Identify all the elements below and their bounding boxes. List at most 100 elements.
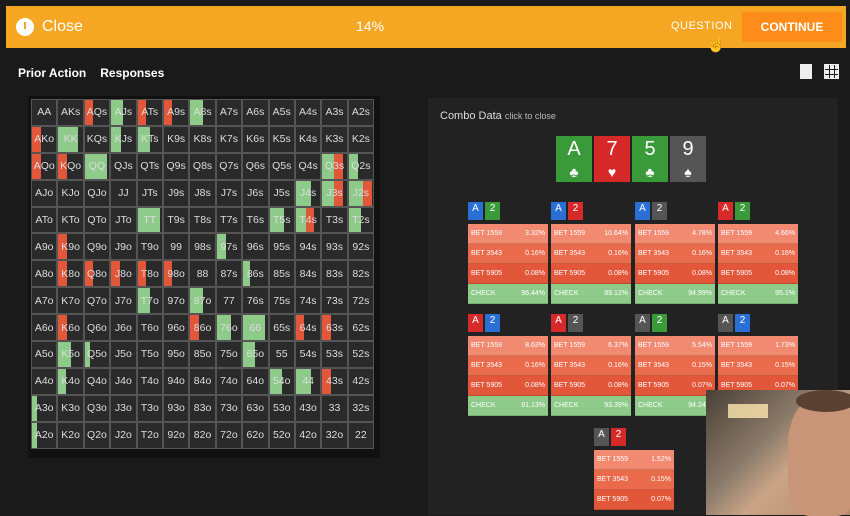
hand-cell[interactable]: A7s (215, 99, 243, 126)
hand-cell[interactable]: KTs (136, 125, 163, 153)
hand-cell[interactable]: A6o (31, 314, 58, 342)
hand-cell[interactable]: 55 (268, 341, 295, 368)
hand-cell[interactable]: AKs (57, 99, 84, 126)
hand-cell[interactable]: 84o (189, 367, 216, 395)
hand-cell[interactable]: 98o (162, 260, 190, 288)
hand-cell[interactable]: Q9o (83, 233, 111, 261)
hand-cell[interactable]: J6o (110, 314, 137, 342)
question-button[interactable]: QUESTION (671, 20, 733, 32)
hand-cell[interactable]: A5s (268, 99, 295, 126)
hand-cell[interactable]: ATo (31, 206, 58, 234)
hand-cell[interactable]: 43s (321, 367, 348, 395)
hand-cell[interactable]: T5s (268, 206, 295, 234)
hand-cell[interactable]: AJs (110, 99, 137, 126)
hand-cell[interactable]: 63o (242, 394, 269, 422)
hand-cell[interactable]: A5o (31, 341, 58, 368)
hand-cell[interactable]: J4s (294, 179, 322, 207)
hand-cell[interactable]: A7o (31, 287, 58, 315)
hand-cell[interactable]: K2o (57, 421, 84, 449)
hand-cell[interactable]: T9s (162, 206, 190, 234)
hand-cell[interactable]: Q5o (83, 341, 111, 368)
hand-cell[interactable]: K8s (189, 125, 216, 153)
responses-tab[interactable]: Responses (100, 66, 165, 80)
hand-cell[interactable]: 42o (294, 421, 322, 449)
hand-cell[interactable]: 63s (321, 314, 348, 342)
hand-cell[interactable]: QTo (83, 206, 111, 234)
hand-cell[interactable]: Q5s (268, 152, 295, 180)
hand-cell[interactable]: KQs (83, 125, 111, 153)
continue-button[interactable]: CONTINUE (742, 12, 842, 42)
hand-cell[interactable]: T7o (136, 287, 163, 315)
hand-cell[interactable]: 73s (321, 287, 348, 315)
hand-cell[interactable]: KJo (57, 179, 84, 207)
hand-cell[interactable]: 82s (347, 260, 375, 288)
hand-cell[interactable]: Q8o (83, 260, 111, 288)
hand-cell[interactable]: J6s (242, 179, 269, 207)
hand-cell[interactable]: 73o (215, 394, 243, 422)
combo-data-title[interactable]: Combo Data click to close (440, 110, 556, 122)
hand-cell[interactable]: 85s (268, 260, 295, 288)
grid-icon[interactable] (824, 64, 839, 79)
combo-card[interactable]: A 2 BET 1559 1.52% BET 3543 0.15% BET 5905 0.07… (594, 428, 674, 510)
hand-cell[interactable]: K3o (57, 394, 84, 422)
combo-card[interactable]: A 2 BET 1559 6.37% BET 3543 0.16% BET 5905 0.08… (551, 314, 631, 416)
hand-cell[interactable]: 52o (268, 421, 295, 449)
hand-cell[interactable]: K4o (57, 367, 84, 395)
hand-cell[interactable]: 53s (321, 341, 348, 368)
hand-cell[interactable]: K2s (347, 125, 375, 153)
hand-cell[interactable]: Q7o (83, 287, 111, 315)
hand-cell[interactable]: Q6s (242, 152, 269, 180)
hand-cell[interactable]: A8o (31, 260, 58, 288)
hand-cell[interactable]: 95o (162, 341, 190, 368)
hand-cell[interactable]: J8o (110, 260, 137, 288)
hand-cell[interactable]: 97o (162, 287, 190, 315)
hand-cell[interactable]: 32s (347, 394, 375, 422)
hand-cell[interactable]: 99 (162, 233, 190, 261)
hand-cell[interactable]: 72s (347, 287, 375, 315)
hand-cell[interactable]: KTo (57, 206, 84, 234)
hand-cell[interactable]: Q2o (83, 421, 111, 449)
document-icon[interactable] (800, 64, 812, 79)
combo-card[interactable]: A 2 BET 1559 4.78% BET 3543 0.16% BET 5905 0.08… (635, 202, 715, 304)
hand-cell[interactable]: K9o (57, 233, 84, 261)
hand-cell[interactable]: JTo (110, 206, 137, 234)
hand-cell[interactable]: T4s (294, 206, 322, 234)
hand-cell[interactable]: T3o (136, 394, 163, 422)
hand-cell[interactable]: 93o (162, 394, 190, 422)
hand-cell[interactable]: T2s (347, 206, 375, 234)
hand-cell[interactable]: Q3o (83, 394, 111, 422)
hand-cell[interactable]: 86s (242, 260, 269, 288)
hand-cell[interactable]: 75s (268, 287, 295, 315)
hand-cell[interactable]: 94o (162, 367, 190, 395)
hand-cell[interactable]: Q3s (321, 152, 348, 180)
hand-cell[interactable]: 66 (242, 314, 269, 342)
hand-cell[interactable]: 74s (294, 287, 322, 315)
hand-cell[interactable]: QJo (83, 179, 111, 207)
hand-cell[interactable]: J3o (110, 394, 137, 422)
hand-cell[interactable]: Q4o (83, 367, 111, 395)
hand-cell[interactable]: KQo (57, 152, 84, 180)
hand-cell[interactable]: AQs (83, 99, 111, 126)
hand-cell[interactable]: AJo (31, 179, 58, 207)
hand-cell[interactable]: AQo (31, 152, 58, 180)
hand-cell[interactable]: Q2s (347, 152, 375, 180)
hand-cell[interactable]: 62o (242, 421, 269, 449)
hand-cell[interactable]: J2o (110, 421, 137, 449)
hand-cell[interactable]: 82o (189, 421, 216, 449)
hand-cell[interactable]: QTs (136, 152, 163, 180)
combo-card[interactable]: A 2 BET 1559 5.54% BET 3543 0.15% BET 5905 0.07… (635, 314, 715, 416)
hand-cell[interactable]: JTs (136, 179, 163, 207)
hand-cell[interactable]: A2s (347, 99, 375, 126)
hand-cell[interactable]: T6s (242, 206, 269, 234)
hand-cell[interactable]: Q4s (294, 152, 322, 180)
hand-cell[interactable]: J8s (189, 179, 216, 207)
hand-cell[interactable]: J7s (215, 179, 243, 207)
hand-cell[interactable]: 62s (347, 314, 375, 342)
hand-cell[interactable]: T9o (136, 233, 163, 261)
hand-cell[interactable]: KK (57, 125, 84, 153)
combo-card[interactable]: A 2 BET 1559 3.32% BET 3543 0.16% BET 5905 0.08… (468, 202, 548, 304)
hand-cell[interactable]: T3s (321, 206, 348, 234)
combo-card[interactable]: A 2 BET 1559 4.66% BET 3543 0.16% BET 5905 0.08… (718, 202, 798, 304)
hand-cell[interactable]: AA (31, 99, 58, 126)
hand-cell[interactable]: A6s (242, 99, 269, 126)
